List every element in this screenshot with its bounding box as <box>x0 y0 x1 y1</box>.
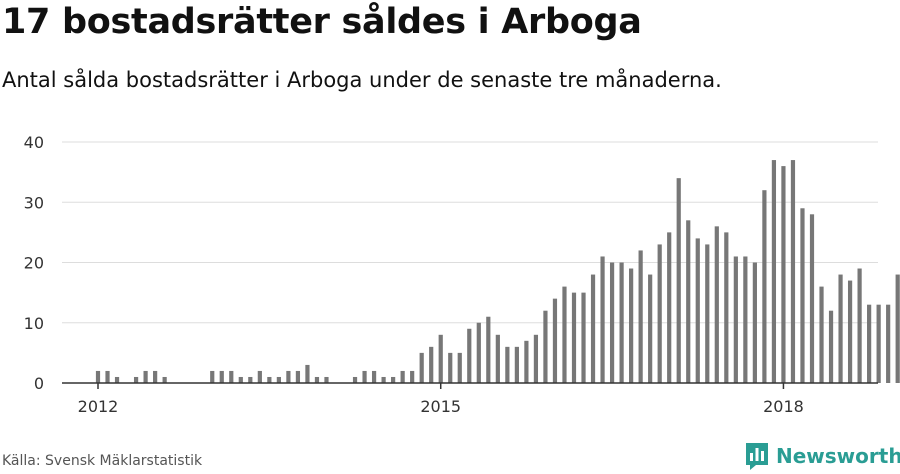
bar <box>867 304 872 383</box>
bar <box>600 256 605 383</box>
bar <box>648 274 653 383</box>
x-axis-ticks: 20122015201820212023 <box>78 383 804 416</box>
bar <box>410 370 415 383</box>
bar <box>276 376 281 383</box>
bar <box>391 376 396 383</box>
bar <box>752 262 757 383</box>
bar <box>400 370 405 383</box>
bar <box>571 292 577 384</box>
bar <box>733 256 738 383</box>
bar <box>857 268 862 383</box>
y-axis-ticks: 0 10 20 30 40 <box>24 133 44 393</box>
bar <box>352 376 358 383</box>
bar <box>676 178 681 383</box>
bar <box>210 370 215 383</box>
bar <box>657 244 662 383</box>
bar <box>467 328 472 383</box>
bar <box>524 340 529 383</box>
bar <box>847 280 853 383</box>
bar <box>705 244 710 383</box>
bar <box>762 190 767 383</box>
bar <box>838 274 843 383</box>
bar <box>609 262 615 383</box>
bar <box>581 292 586 384</box>
bar <box>305 364 310 383</box>
bar <box>876 304 881 383</box>
bar <box>686 220 691 383</box>
bar <box>219 370 224 383</box>
bar <box>800 208 805 383</box>
bar <box>229 370 234 383</box>
bar <box>314 376 320 383</box>
bar <box>257 370 262 383</box>
bar <box>476 322 481 383</box>
bar <box>295 370 301 383</box>
bar <box>457 352 462 384</box>
bar <box>771 160 777 383</box>
bar <box>362 370 367 383</box>
bar <box>153 370 158 383</box>
bar <box>828 310 834 383</box>
bar <box>286 370 291 383</box>
bar <box>267 376 272 383</box>
bar <box>162 376 167 383</box>
bar <box>543 310 548 383</box>
gridlines <box>62 141 878 324</box>
bar <box>809 214 815 383</box>
bar <box>562 286 567 383</box>
bar <box>724 232 729 384</box>
bar <box>514 346 519 383</box>
x-tick-label: 2015 <box>420 397 461 416</box>
bar <box>448 352 453 384</box>
bar <box>429 346 434 383</box>
bar <box>238 376 243 383</box>
bar <box>552 298 558 383</box>
y-tick-label: 40 <box>24 133 44 152</box>
brand-logo: Newsworthy <box>744 441 900 471</box>
bar <box>619 262 624 383</box>
bar <box>133 376 139 383</box>
bar <box>505 346 510 383</box>
bar <box>495 334 500 383</box>
bar <box>886 304 891 383</box>
brand-name: Newsworthy <box>776 444 900 468</box>
y-tick-label: 0 <box>34 374 44 393</box>
bar <box>781 166 786 383</box>
newsworthy-logo-icon <box>746 443 768 470</box>
chart-subtitle: Antal sålda bostadsrätter i Arboga under… <box>2 68 722 92</box>
bar <box>819 286 824 383</box>
bar <box>95 370 101 383</box>
bar <box>714 226 719 383</box>
source-note: Källa: Svensk Mäklarstatistik <box>2 453 203 469</box>
bar <box>590 274 596 383</box>
bar <box>667 232 672 384</box>
bar <box>895 274 900 383</box>
bar <box>419 352 424 384</box>
bar <box>105 370 110 383</box>
bar <box>324 376 329 383</box>
bar <box>486 316 491 383</box>
bar <box>533 334 539 383</box>
bar <box>114 376 120 383</box>
x-tick-label: 2018 <box>763 397 804 416</box>
bar <box>248 376 253 383</box>
bar <box>371 370 377 383</box>
bar <box>438 334 443 383</box>
bar <box>629 268 634 383</box>
y-tick-label: 30 <box>24 193 44 212</box>
x-tick-label: 2012 <box>78 397 119 416</box>
bar <box>743 256 748 383</box>
chart-title: 17 bostadsrätter såldes i Arboga <box>2 2 642 42</box>
bar <box>790 160 796 383</box>
bar <box>143 370 148 383</box>
y-tick-label: 20 <box>24 254 44 273</box>
bars <box>95 160 900 384</box>
bar <box>381 376 386 383</box>
y-tick-label: 10 <box>24 314 44 333</box>
bar <box>695 238 700 383</box>
bar <box>638 250 643 383</box>
